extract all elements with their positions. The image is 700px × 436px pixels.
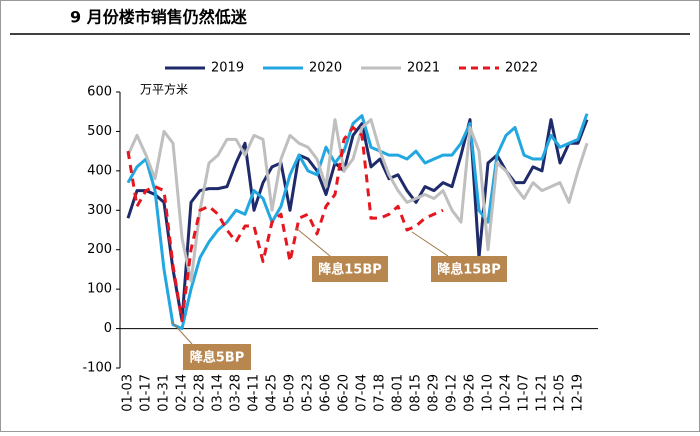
annotation-label: 降息15BP [318,262,382,278]
series-line [126,113,589,331]
x-tick-label: 12-19 [571,374,586,412]
x-tick-label: 10-10 [481,374,496,412]
y-tick-label: 200 [87,242,112,257]
x-tick-label: 01-31 [157,374,172,412]
x-tick-label: 09-26 [463,374,478,412]
x-tick-label: 07-04 [355,374,370,412]
x-tick-label: 10-24 [499,374,514,412]
x-tick-label: 01-03 [121,374,136,412]
y-tick-label: 300 [87,203,112,218]
annotation-label: 降息5BP [190,350,244,366]
x-tick-label: 02-28 [193,374,208,412]
y-tick-label: 400 [87,163,112,178]
x-tick-label: 05-23 [301,374,316,412]
x-tick-label: 11-21 [535,374,550,412]
x-tick-label: 09-12 [445,374,460,412]
x-tick-label: 03-14 [211,374,226,412]
y-tick-label: 100 [87,282,112,297]
annotation-box [312,256,388,282]
legend-label: 2022 [505,61,538,76]
x-tick-label: 08-01 [391,374,406,412]
x-tick-label: 12-05 [553,374,568,412]
y-tick-label: 0 [104,321,112,336]
annotation-box [431,256,507,282]
chart-title: 9 月份楼市销售仍然低迷 [70,8,248,27]
x-tick-label: 07-18 [373,374,388,412]
annotation-label: 降息15BP [437,262,501,278]
x-tick-label: 11-07 [517,374,532,412]
x-tick-label: 06-20 [337,374,352,412]
x-tick-label: 01-17 [139,374,154,412]
x-tick-label: 06-06 [319,374,334,412]
x-tick-label: 04-11 [247,374,262,412]
unit-label: 万平方米 [140,82,188,97]
legend-label: 2020 [309,61,342,76]
x-tick-label: 08-15 [409,374,424,412]
x-tick-label: 05-09 [283,374,298,412]
y-tick-label: -100 [82,361,112,376]
series-line [126,125,444,323]
legend-label: 2021 [407,61,440,76]
y-tick-label: 500 [87,124,112,139]
annotation-arrow [295,227,331,257]
x-tick-label: 08-29 [427,374,442,412]
series-line [126,118,589,283]
y-tick-label: 600 [87,85,112,100]
x-tick-label: 04-25 [265,374,280,412]
x-tick-label: 02-14 [175,374,190,412]
annotation-arrow [171,321,193,345]
annotation-arrow [411,231,449,257]
annotation-box [183,344,251,370]
x-tick-label: 03-28 [229,374,244,412]
legend-label: 2019 [211,61,244,76]
